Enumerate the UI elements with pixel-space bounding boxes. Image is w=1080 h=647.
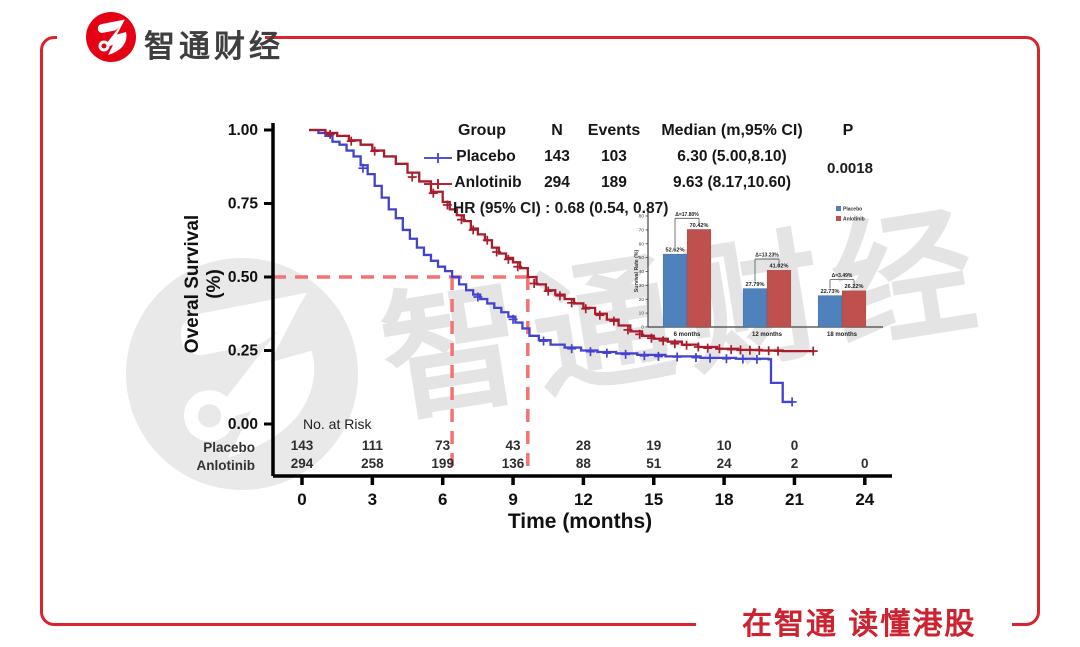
svg-text:294: 294 [291, 456, 314, 471]
median-placebo: 6.30 (5.00,8.10) [677, 148, 787, 165]
svg-text:50: 50 [639, 255, 645, 261]
zhitong-logo-icon [86, 12, 136, 62]
svg-text:Δ=13.23%: Δ=13.23% [755, 253, 779, 259]
events-placebo: 103 [601, 148, 627, 165]
svg-text:27.79%: 27.79% [746, 282, 765, 288]
group-name-placebo: Placebo [456, 148, 516, 165]
col-header-group: Group [458, 122, 506, 139]
hazard-ratio-text: HR (95% CI) : 0.68 (0.54, 0.87) [453, 200, 669, 217]
svg-text:1.00: 1.00 [228, 122, 258, 139]
svg-text:51: 51 [646, 456, 662, 471]
svg-text:43: 43 [506, 438, 522, 453]
x-axis-label: Time (months) [507, 510, 653, 533]
svg-text:10: 10 [717, 438, 732, 453]
legend-table: Group N Events Median (m,95% CI) P Place… [420, 120, 888, 220]
svg-text:Anlotinib: Anlotinib [843, 217, 865, 223]
col-header-median: Median (m,95% CI) [661, 122, 803, 139]
svg-text:12: 12 [574, 490, 593, 509]
svg-text:0: 0 [791, 438, 799, 453]
svg-text:0.50: 0.50 [228, 269, 258, 286]
svg-text:24: 24 [717, 456, 733, 471]
median-anlotinib: 9.63 (8.17,10.60) [672, 174, 792, 191]
frame-gap-bottom [696, 614, 1012, 629]
svg-text:22.73%: 22.73% [821, 289, 840, 295]
n-anlotinib: 294 [544, 174, 570, 191]
risk-table-title: No. at Risk [303, 416, 372, 432]
svg-text:199: 199 [431, 456, 454, 471]
svg-text:Placebo: Placebo [843, 207, 862, 213]
svg-text:12 months: 12 months [752, 332, 783, 338]
svg-text:18 months: 18 months [827, 332, 858, 338]
svg-text:28: 28 [576, 438, 592, 453]
km-survival-plot: 1.00 0.75 0.50 0.25 0.00 0 3 6 9 12 15 18 21 24 143 111… [228, 122, 892, 509]
anlotinib-curve-marker-icon [423, 177, 453, 189]
svg-text:Survival Rate (%): Survival Rate (%) [634, 250, 640, 293]
svg-text:136: 136 [502, 456, 525, 471]
svg-text:0.75: 0.75 [228, 196, 259, 213]
col-header-n: N [551, 122, 563, 139]
decorative-frame [40, 36, 1040, 626]
svg-text:Δ=17.80%: Δ=17.80% [675, 212, 699, 218]
col-header-p: P [842, 122, 854, 139]
svg-text:Δ=3.49%: Δ=3.49% [832, 273, 853, 279]
svg-text:40: 40 [639, 269, 645, 275]
svg-text:9: 9 [508, 490, 517, 509]
svg-text:60: 60 [639, 241, 645, 247]
y-axis-label: Overal Survival (%) [182, 214, 225, 354]
svg-text:52.62%: 52.62% [666, 247, 685, 253]
inset-bar-chart: 0 10 20 30 40 50 60 70 80 Survival Rate (%) 52.62%… [634, 206, 883, 338]
svg-text:0.00: 0.00 [228, 416, 258, 433]
svg-text:0.25: 0.25 [228, 343, 259, 360]
svg-text:19: 19 [646, 438, 661, 453]
events-anlotinib: 189 [601, 174, 627, 191]
n-placebo: 143 [544, 148, 570, 165]
svg-text:18: 18 [715, 490, 734, 509]
svg-text:2: 2 [791, 456, 799, 471]
svg-text:24: 24 [855, 490, 874, 509]
svg-text:21: 21 [785, 490, 804, 509]
svg-text:10: 10 [639, 311, 645, 317]
svg-text:73: 73 [435, 438, 451, 453]
svg-text:143: 143 [291, 438, 314, 453]
svg-text:80: 80 [639, 214, 645, 220]
svg-text:0: 0 [641, 325, 644, 331]
svg-text:70: 70 [639, 227, 645, 233]
risk-row-label-placebo: Placebo [203, 440, 255, 455]
svg-text:15: 15 [644, 490, 663, 509]
svg-text:20: 20 [639, 297, 645, 303]
col-header-events: Events [587, 122, 641, 139]
brand-name: 智通财经 [144, 29, 284, 64]
p-value: 0.0018 [827, 160, 873, 177]
brand-slogan: 在智通 读懂港股 [742, 608, 977, 641]
svg-text:30: 30 [639, 283, 645, 289]
placebo-curve-marker-icon [423, 151, 453, 163]
svg-text:6 months: 6 months [674, 332, 701, 338]
svg-text:70.42%: 70.42% [690, 223, 709, 229]
risk-row-label-anlotinib: Anlotinib [196, 458, 255, 473]
svg-text:0: 0 [861, 456, 869, 471]
svg-text:6: 6 [438, 490, 447, 509]
watermark-logo-icon [126, 258, 358, 490]
svg-text:88: 88 [576, 456, 592, 471]
svg-text:0: 0 [297, 490, 306, 509]
svg-text:111: 111 [362, 438, 384, 453]
svg-text:3: 3 [368, 490, 377, 509]
group-name-anlotinib: Anlotinib [454, 174, 522, 191]
svg-text:258: 258 [361, 456, 384, 471]
